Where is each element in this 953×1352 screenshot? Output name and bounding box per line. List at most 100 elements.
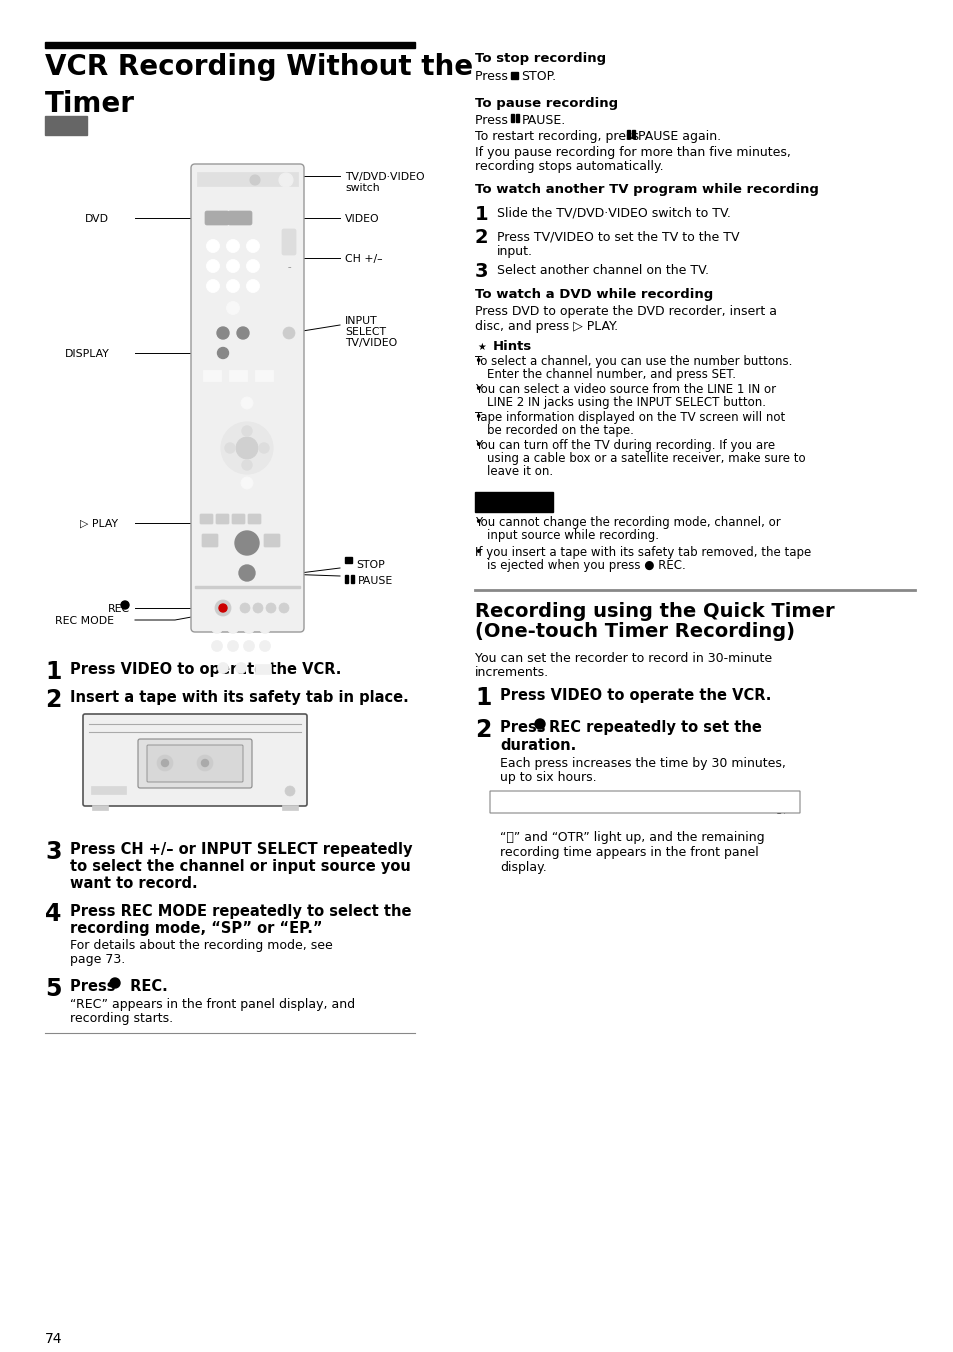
Circle shape [217,662,229,673]
Text: input.: input. [497,245,533,258]
Text: STOP.: STOP. [520,70,556,82]
Bar [254,370,273,381]
FancyBboxPatch shape [200,514,213,525]
Text: “REC” appears in the front panel display, and: “REC” appears in the front panel display… [70,998,355,1011]
Text: REC.: REC. [125,979,168,994]
Text: 5: 5 [45,977,61,1000]
Circle shape [212,622,222,634]
Text: 1: 1 [211,241,215,250]
Text: Press: Press [475,70,512,82]
Circle shape [212,641,222,652]
Bar [203,370,221,381]
Text: 3: 3 [251,241,255,250]
Text: You can select a video source from the LINE 1 IN or: You can select a video source from the L… [475,383,776,396]
Circle shape [246,260,259,273]
Text: •: • [474,439,481,452]
Text: REC repeatedly to set the: REC repeatedly to set the [548,721,761,735]
Text: want to record.: want to record. [70,876,197,891]
Circle shape [535,719,544,729]
Text: 4: 4 [211,261,215,269]
Text: –: – [287,264,291,270]
Text: For details about the recording mode, see: For details about the recording mode, se… [70,940,333,952]
Text: recording mode, “SP” or “EP.”: recording mode, “SP” or “EP.” [70,921,322,936]
FancyBboxPatch shape [228,211,252,224]
Circle shape [241,397,253,410]
Text: LINE 2 IN jacks using the INPUT SELECT button.: LINE 2 IN jacks using the INPUT SELECT b… [486,396,765,410]
Text: To restart recording, press: To restart recording, press [475,130,642,143]
Text: using a cable box or a satellite receiver, make sure to: using a cable box or a satellite receive… [486,452,804,465]
Text: REC: REC [108,604,130,614]
Text: ▷ PLAY: ▷ PLAY [80,519,118,529]
Text: Press CH +/– or INPUT SELECT repeatedly: Press CH +/– or INPUT SELECT repeatedly [70,842,412,857]
Text: Slide the TV/DVD·VIDEO switch to TV.: Slide the TV/DVD·VIDEO switch to TV. [497,207,730,220]
Circle shape [221,422,273,475]
Circle shape [236,327,249,339]
Text: VIDEO: VIDEO [345,214,379,224]
Circle shape [206,239,219,253]
Text: VHS: VHS [53,137,78,147]
Text: Timer: Timer [45,91,135,118]
Text: recording time appears in the front panel: recording time appears in the front pane… [499,846,758,859]
Circle shape [226,301,239,315]
Circle shape [235,662,246,673]
FancyBboxPatch shape [147,745,243,781]
Text: •: • [474,356,481,368]
Circle shape [201,760,209,767]
Circle shape [227,641,238,652]
Text: 5: 5 [231,261,235,269]
Bar [91,786,126,794]
Circle shape [259,641,271,652]
Circle shape [121,602,129,608]
Circle shape [259,622,271,634]
Bar [194,585,299,588]
Text: •: • [474,546,481,558]
Text: up to six hours.: up to six hours. [499,771,596,784]
Circle shape [206,280,219,292]
FancyBboxPatch shape [202,534,218,548]
Text: (normal: (normal [729,794,773,803]
Circle shape [243,622,254,634]
Circle shape [266,603,275,612]
Text: TV/DVD·VIDEO: TV/DVD·VIDEO [345,172,424,183]
Circle shape [246,239,259,253]
Text: Each press increases the time by 30 minutes,: Each press increases the time by 30 minu… [499,757,785,771]
Circle shape [241,477,253,489]
Text: display.: display. [499,861,546,873]
FancyBboxPatch shape [215,514,229,525]
Bar [626,130,629,138]
Circle shape [226,260,239,273]
Circle shape [239,565,254,581]
Text: 4: 4 [45,902,61,926]
Text: Press: Press [475,114,512,127]
Bar [196,172,297,187]
Circle shape [226,280,239,292]
Text: “⍉” and “OTR” light up, and the remaining: “⍉” and “OTR” light up, and the remainin… [499,831,763,844]
Text: PAUSE.: PAUSE. [521,114,566,127]
Text: page 73.: page 73. [70,953,125,965]
Circle shape [217,347,229,358]
Bar [511,114,514,122]
Text: •: • [474,411,481,425]
Text: +: + [286,247,292,254]
Text: 9: 9 [251,280,255,289]
Text: increments.: increments. [475,667,549,679]
Circle shape [226,239,239,253]
Text: Press TV/VIDEO to set the TV to the TV: Press TV/VIDEO to set the TV to the TV [497,230,739,243]
Text: 7: 7 [211,280,215,289]
Text: is ejected when you press ● REC.: is ejected when you press ● REC. [486,558,685,572]
Text: If you pause recording for more than five minutes,: If you pause recording for more than fiv… [475,146,790,160]
Text: To watch another TV program while recording: To watch another TV program while record… [475,183,818,196]
Circle shape [157,754,172,771]
Circle shape [253,603,263,612]
Text: INPUT: INPUT [345,316,377,326]
Text: STOP: STOP [355,560,384,571]
Text: 1: 1 [45,660,61,684]
Text: TV/VIDEO: TV/VIDEO [345,338,396,347]
Text: •: • [474,516,481,529]
Circle shape [283,327,294,339]
Circle shape [240,603,250,612]
Bar [345,575,348,583]
Text: 1: 1 [475,685,491,710]
Circle shape [196,754,213,771]
Text: (One-touch Timer Recording): (One-touch Timer Recording) [475,622,794,641]
